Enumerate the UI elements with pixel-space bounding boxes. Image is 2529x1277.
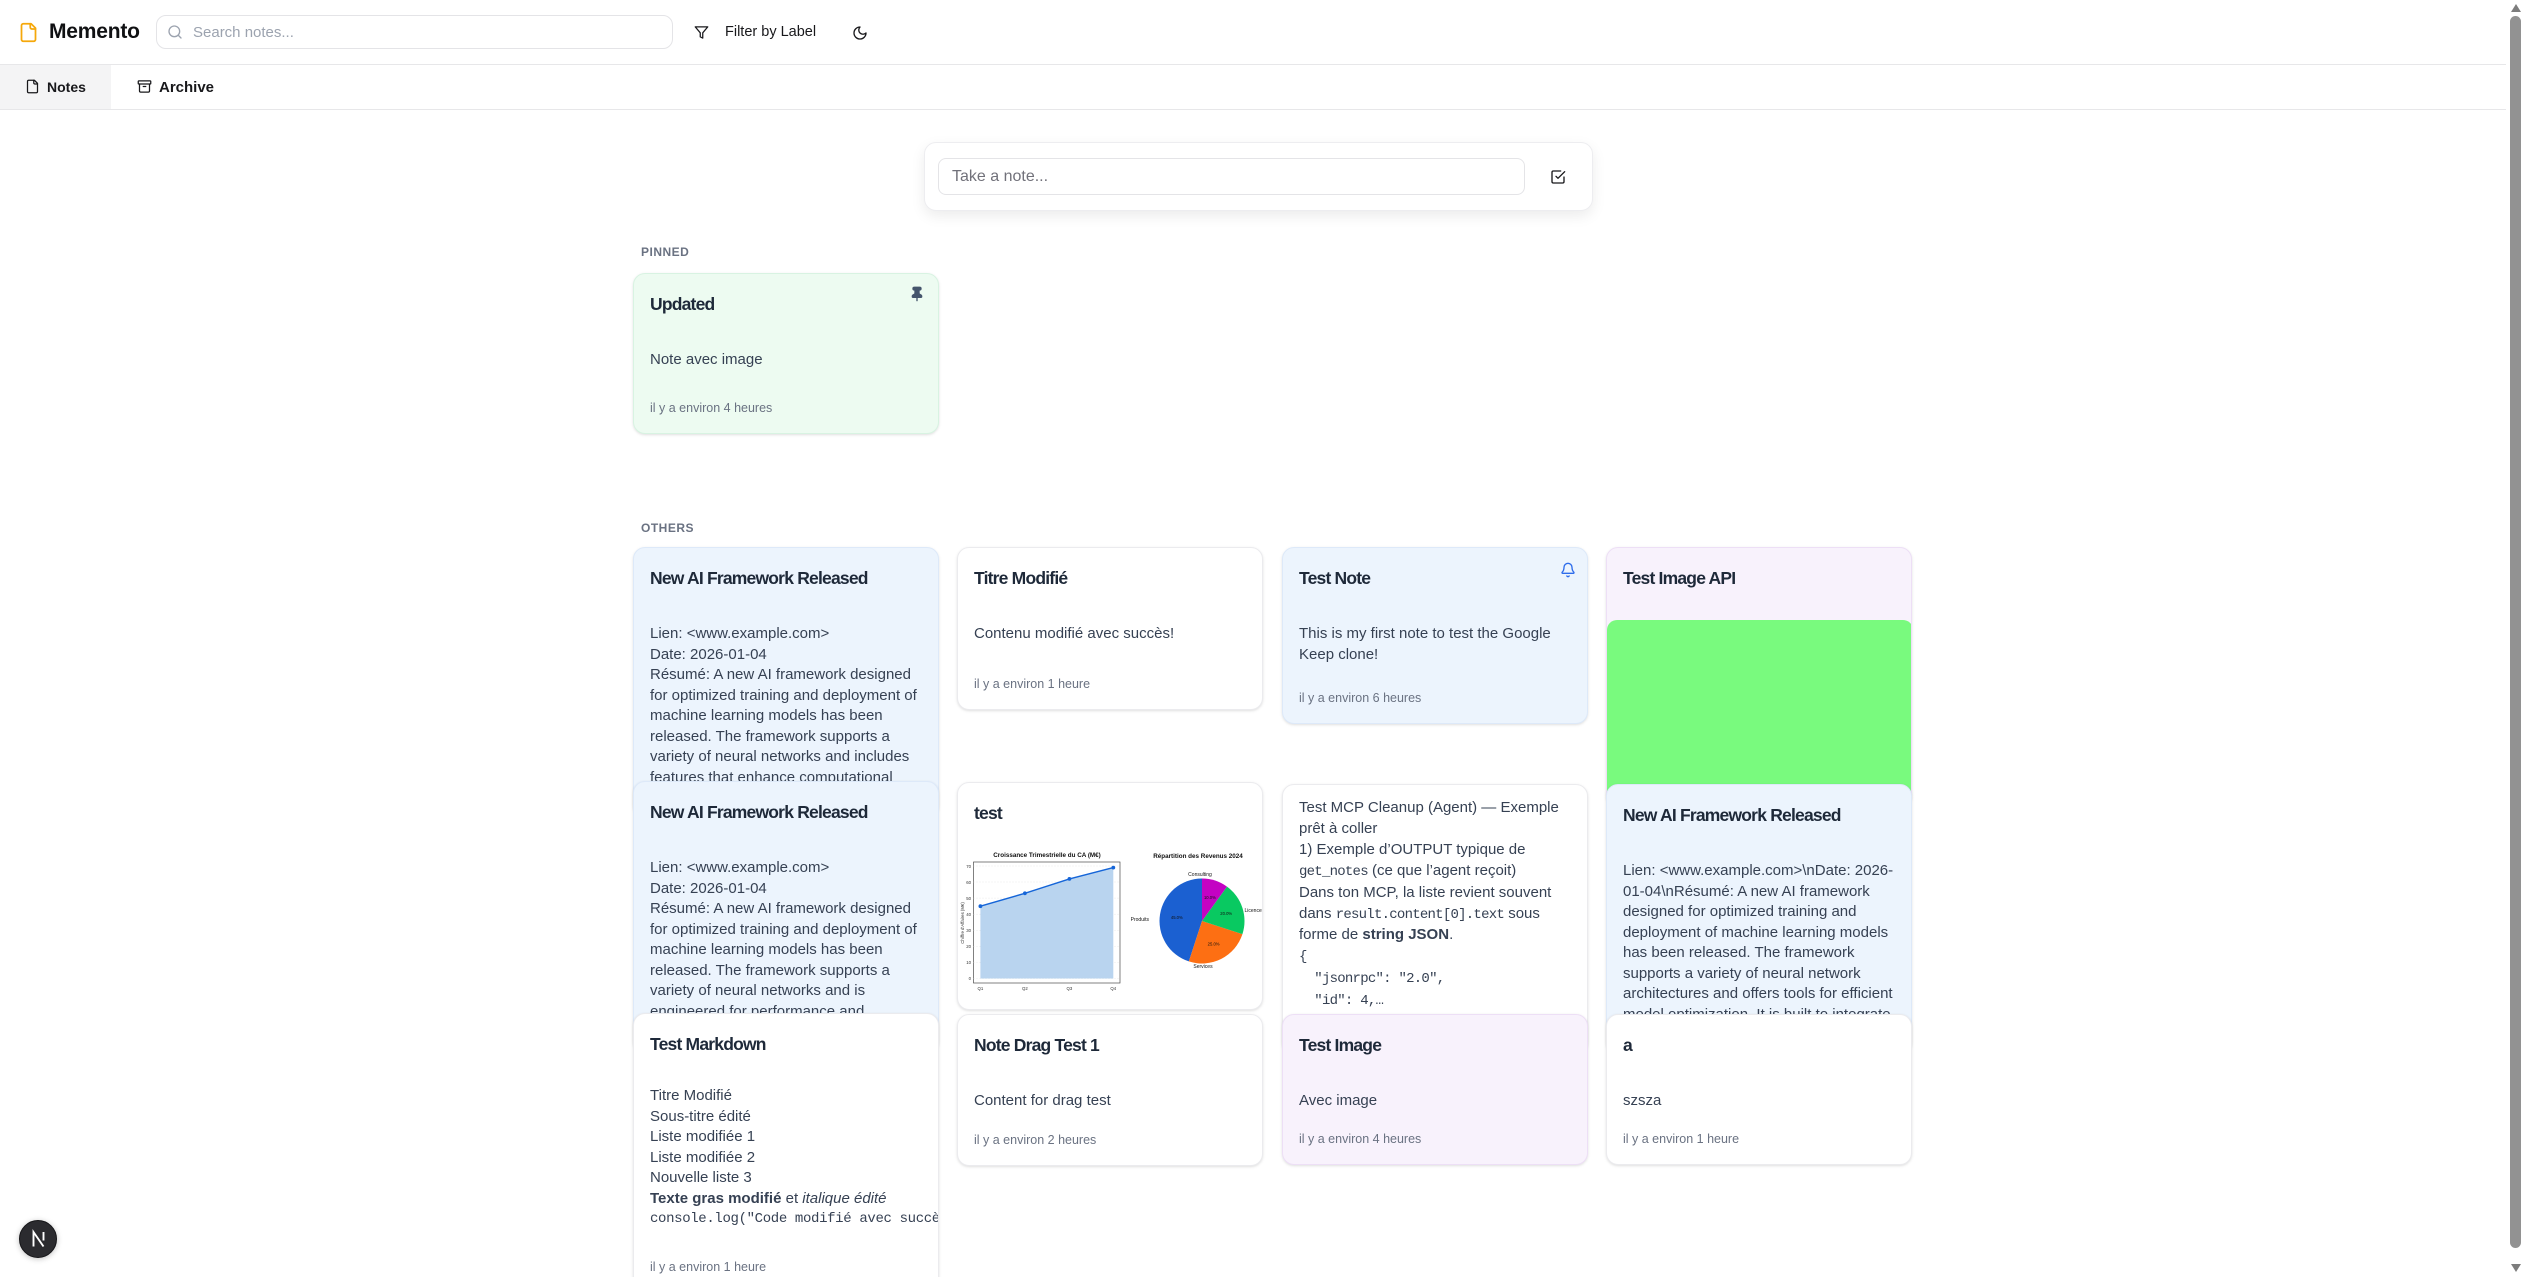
svg-text:Consulting: Consulting <box>1188 872 1212 878</box>
svg-text:Licences: Licences <box>1245 908 1264 914</box>
svg-text:0: 0 <box>969 976 972 981</box>
svg-text:Q1: Q1 <box>978 986 984 991</box>
svg-text:Services: Services <box>1193 964 1213 970</box>
svg-text:Chiffre d'Affaires (M€): Chiffre d'Affaires (M€) <box>960 902 965 944</box>
svg-text:45.0%: 45.0% <box>1171 915 1183 920</box>
svg-text:60: 60 <box>966 880 971 885</box>
svg-text:Produits: Produits <box>1131 917 1150 923</box>
svg-text:40: 40 <box>966 912 971 917</box>
svg-text:Q4: Q4 <box>1110 986 1116 991</box>
svg-text:Répartition des Revenus 2024: Répartition des Revenus 2024 <box>1153 853 1243 860</box>
svg-text:25.0%: 25.0% <box>1208 942 1220 947</box>
svg-text:10: 10 <box>966 960 971 965</box>
svg-text:50: 50 <box>966 896 971 901</box>
svg-text:20: 20 <box>966 944 971 949</box>
svg-text:Croissance Trimestrielle du CA: Croissance Trimestrielle du CA (M€) <box>993 852 1101 859</box>
svg-text:Q3: Q3 <box>1067 986 1073 991</box>
svg-text:Q2: Q2 <box>1022 986 1028 991</box>
svg-text:70: 70 <box>966 864 971 869</box>
svg-text:20.0%: 20.0% <box>1220 911 1232 916</box>
svg-text:30: 30 <box>966 928 971 933</box>
svg-text:10.0%: 10.0% <box>1204 895 1216 900</box>
